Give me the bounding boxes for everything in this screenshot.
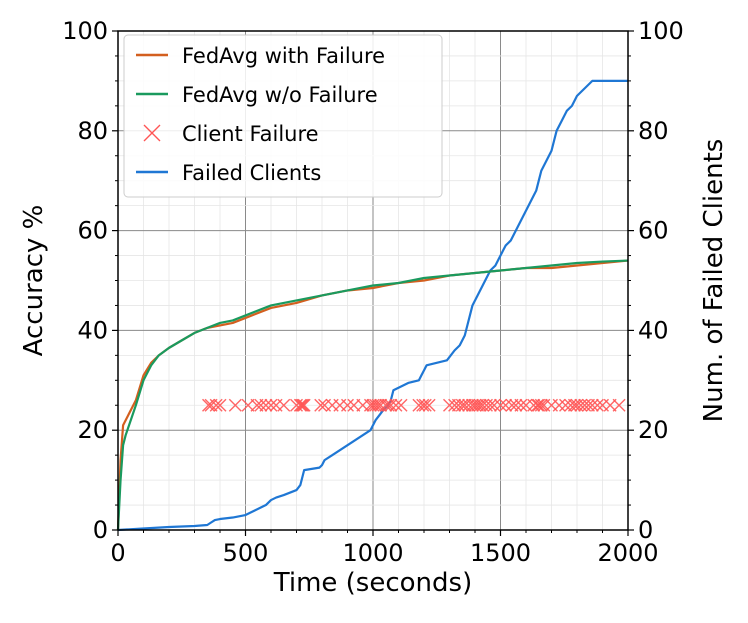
client-failure-marker — [314, 398, 328, 412]
client-failure-marker — [416, 398, 430, 412]
x-tick-label: 0 — [110, 539, 125, 567]
client-failure-marker — [534, 398, 548, 412]
series-line-failed-clients — [117, 79, 628, 532]
client-failure-marker — [418, 398, 432, 412]
client-failure-marker — [499, 398, 513, 412]
client-failure-marker — [483, 398, 497, 412]
legend: FedAvg with Failure FedAvg w/o Failure Cli… — [123, 34, 443, 198]
client-failure-marker — [552, 398, 566, 412]
y-tick-label: 0 — [93, 516, 108, 544]
client-failure-marker — [297, 398, 311, 412]
client-failure-marker — [494, 398, 507, 412]
series-layer — [116, 79, 629, 532]
y2-tick-label: 0 — [638, 516, 653, 544]
y-axis-label: Accuracy % — [19, 205, 49, 357]
legend-box — [123, 34, 443, 198]
client-failure-marker — [259, 398, 273, 412]
client-failure-marker — [451, 398, 465, 412]
legend-label: FedAvg w/o Failure — [182, 83, 378, 107]
client-failure-marker — [296, 398, 310, 412]
client-failure-marker — [455, 398, 469, 412]
y2-tick-label: 100 — [638, 17, 684, 45]
client-failure-marker — [412, 398, 426, 412]
series-client-failure — [202, 398, 626, 412]
y-tick-label: 60 — [77, 217, 108, 245]
client-failure-marker — [514, 398, 528, 412]
client-failure-marker — [422, 398, 436, 412]
client-failure-marker — [254, 398, 268, 412]
client-failure-marker — [564, 398, 578, 412]
client-failure-marker — [590, 398, 604, 412]
x-tick-label: 1000 — [342, 539, 403, 567]
y2-axis-label: Num. of Failed Clients — [699, 139, 729, 423]
client-failure-marker — [473, 398, 487, 412]
client-failure-marker — [209, 398, 223, 412]
y2-tick-label: 80 — [638, 117, 669, 145]
x-axis-label: Time (seconds) — [273, 568, 472, 598]
client-failure-marker — [384, 398, 398, 412]
client-failure-marker — [612, 398, 626, 412]
client-failure-marker — [369, 398, 383, 412]
client-failure-marker — [530, 398, 544, 412]
client-failure-marker — [509, 398, 523, 412]
client-failure-marker — [293, 398, 307, 412]
y2-tick-label: 60 — [638, 217, 669, 245]
client-failure-marker — [379, 398, 393, 412]
client-failure-marker — [585, 398, 599, 412]
legend-label: Failed Clients — [182, 161, 321, 185]
legend-label: Client Failure — [182, 122, 319, 146]
x-tick-label: 500 — [223, 539, 269, 567]
y-tick-label: 100 — [62, 17, 108, 45]
legend-label: FedAvg with Failure — [182, 44, 385, 68]
client-failure-marker — [394, 398, 408, 412]
x-tick-label: 1500 — [470, 539, 531, 567]
client-failure-marker — [295, 398, 309, 412]
client-failure-marker — [532, 398, 546, 412]
series-line-fedavg-w-o-failure — [116, 259, 629, 531]
client-failure-marker — [264, 398, 278, 412]
y-tick-label: 80 — [77, 117, 108, 145]
y2-tick-label: 20 — [638, 416, 669, 444]
client-failure-marker — [277, 398, 291, 412]
legend-marker-client-failure — [143, 124, 161, 142]
client-failure-marker — [228, 398, 242, 412]
y-tick-label: 20 — [77, 416, 108, 444]
client-failure-marker — [567, 398, 581, 412]
client-failure-marker — [341, 398, 354, 412]
y-tick-label: 40 — [77, 316, 108, 344]
client-failure-marker — [487, 398, 501, 412]
y2-tick-label: 40 — [638, 316, 669, 344]
client-failure-marker — [213, 398, 227, 412]
x-tick-label: 2000 — [597, 539, 658, 567]
client-failure-marker — [389, 398, 403, 412]
